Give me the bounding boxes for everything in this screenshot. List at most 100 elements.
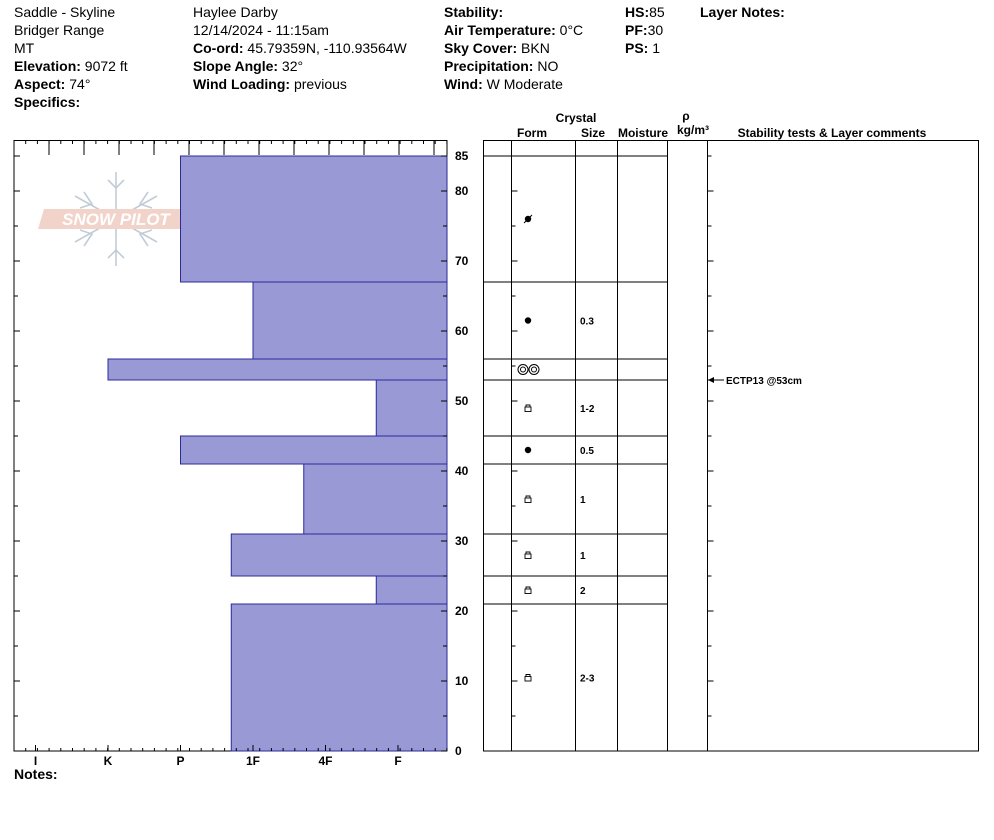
wind-loading-value: previous <box>290 76 347 92</box>
header-moisture: Moisture <box>618 126 668 140</box>
grain-form-symbols <box>517 214 540 682</box>
precip-field: Precipitation: NO <box>444 57 583 75</box>
specifics-label: Specifics: <box>14 94 81 110</box>
faceted-grain-top-icon <box>525 674 531 677</box>
sky-value: BKN <box>517 40 550 56</box>
elevation-label: Elevation: <box>14 58 81 74</box>
faceted-grain-top-icon <box>525 551 531 554</box>
slope-label: Slope Angle: <box>193 58 279 74</box>
layer-notes-field: Layer Notes: <box>700 3 785 21</box>
grain-size-5: 0.5 <box>580 446 594 457</box>
depth-label-60: 60 <box>455 324 469 338</box>
faceted-grain-top-icon <box>525 586 531 589</box>
snowpilot-logo: SNOW PILOT <box>38 172 194 266</box>
hardness-axis: I K P 1F 4F F <box>25 140 448 768</box>
aspect-label: Aspect: <box>14 76 66 92</box>
hardness-bar-9 <box>230 603 448 752</box>
precip-value: NO <box>533 58 559 74</box>
wind-loading-label: Wind Loading: <box>193 76 291 92</box>
pf-value: 30 <box>647 22 664 38</box>
depth-label-80: 80 <box>455 184 469 198</box>
faceted-grain-top-icon <box>525 404 531 407</box>
slope-field: Slope Angle: 32° <box>193 57 407 75</box>
hardness-label-K: K <box>104 754 113 768</box>
hardness-label-P: P <box>176 754 184 768</box>
decomposing-mark-icon <box>523 214 533 224</box>
grain-form-4 <box>524 404 532 412</box>
elevation-field: Elevation: 9072 ft <box>14 57 128 75</box>
ps-value: 1 <box>648 40 661 56</box>
grain-size-9: 2-3 <box>580 674 595 685</box>
faceted-grain-icon <box>524 588 532 594</box>
faceted-grain-top-icon <box>525 495 531 498</box>
depth-label-70: 70 <box>455 254 469 268</box>
header-form: Form <box>517 126 547 140</box>
sky-field: Sky Cover: BKN <box>444 39 583 57</box>
surface-hoar-icon <box>517 364 529 375</box>
slope-value: 32° <box>278 58 304 74</box>
aspect-field: Aspect: 74° <box>14 75 128 93</box>
pf-field: PF:30 <box>625 21 665 39</box>
hardness-bar-1 <box>180 155 448 283</box>
wind-loading-field: Wind Loading: previous <box>193 75 407 93</box>
grain-size-6: 1 <box>580 495 586 506</box>
grain-form-3 <box>517 364 540 375</box>
depth-label-20: 20 <box>455 604 469 618</box>
header-crystal: Crystal <box>556 111 597 125</box>
range-name: Bridger Range <box>14 22 105 38</box>
surface-hoar-inner-icon <box>531 366 537 373</box>
stability-test-label-1: ECTP13 @53cm <box>726 376 802 387</box>
header-conditions: Stability: Air Temperature: 0°C Sky Cove… <box>444 3 583 93</box>
hardness-bar-4 <box>375 379 448 437</box>
grain-size-2: 0.3 <box>580 317 594 328</box>
faceted-grain-icon <box>524 676 532 682</box>
wind-field: Wind: W Moderate <box>444 75 583 93</box>
hardness-bar-5 <box>180 435 448 465</box>
hardness-bars <box>107 155 448 752</box>
depth-label-40: 40 <box>455 464 469 478</box>
rounded-grain-icon <box>524 317 532 324</box>
layer-table-ticks <box>511 155 714 717</box>
aspect-value: 74° <box>65 76 91 92</box>
wind-value: W Moderate <box>482 76 563 92</box>
grain-form-8 <box>524 586 532 594</box>
state-name: MT <box>14 40 35 56</box>
notes-label: Notes: <box>14 766 58 782</box>
hardness-label-4F: 4F <box>318 754 332 768</box>
hardness-bar-7 <box>230 533 448 577</box>
grain-size-8: 2 <box>580 586 586 597</box>
hardness-bar-2 <box>252 281 448 360</box>
hardness-label-1F: 1F <box>246 754 260 768</box>
observer-name: Haylee Darby <box>193 4 278 20</box>
location-name: Saddle - Skyline <box>14 4 116 20</box>
layer-notes-label: Layer Notes: <box>700 4 785 20</box>
hardness-bar-8 <box>375 575 448 605</box>
grain-size-labels: 0.3 1-2 0.5 1 1 2 2-3 <box>580 317 595 685</box>
faceted-grain-icon <box>524 497 532 503</box>
grain-form-6 <box>524 495 532 503</box>
depth-label-85: 85 <box>455 149 469 163</box>
rounded-grain-icon <box>524 446 532 454</box>
layer-table-frame <box>483 140 979 752</box>
specifics-field: Specifics: <box>14 93 128 111</box>
depth-label-30: 30 <box>455 534 469 548</box>
hardness-bar-6 <box>303 463 448 535</box>
hardness-label-F: F <box>394 754 401 768</box>
precip-label: Precipitation: <box>444 58 534 74</box>
header-observation: Haylee Darby 12/14/2024 - 11:15am Co-ord… <box>193 3 407 93</box>
header-comments: Stability tests & Layer comments <box>738 126 927 140</box>
hs-value: 85 <box>649 4 665 20</box>
header-density-unit: kg/m³ <box>677 123 709 137</box>
grain-form-7 <box>524 551 532 559</box>
hardness-bar-3 <box>107 358 448 381</box>
observation-datetime: 12/14/2024 - 11:15am <box>193 22 329 38</box>
surface-hoar-inner-icon <box>520 366 526 373</box>
stability-label: Stability: <box>444 4 504 20</box>
depth-label-0: 0 <box>455 744 462 758</box>
arrow-head-icon <box>708 377 714 383</box>
stability-field: Stability: <box>444 3 583 21</box>
coord-field: Co-ord: 45.79359N, -110.93564W <box>193 39 407 57</box>
grain-form-2 <box>524 317 532 324</box>
coord-label: Co-ord: <box>193 40 244 56</box>
